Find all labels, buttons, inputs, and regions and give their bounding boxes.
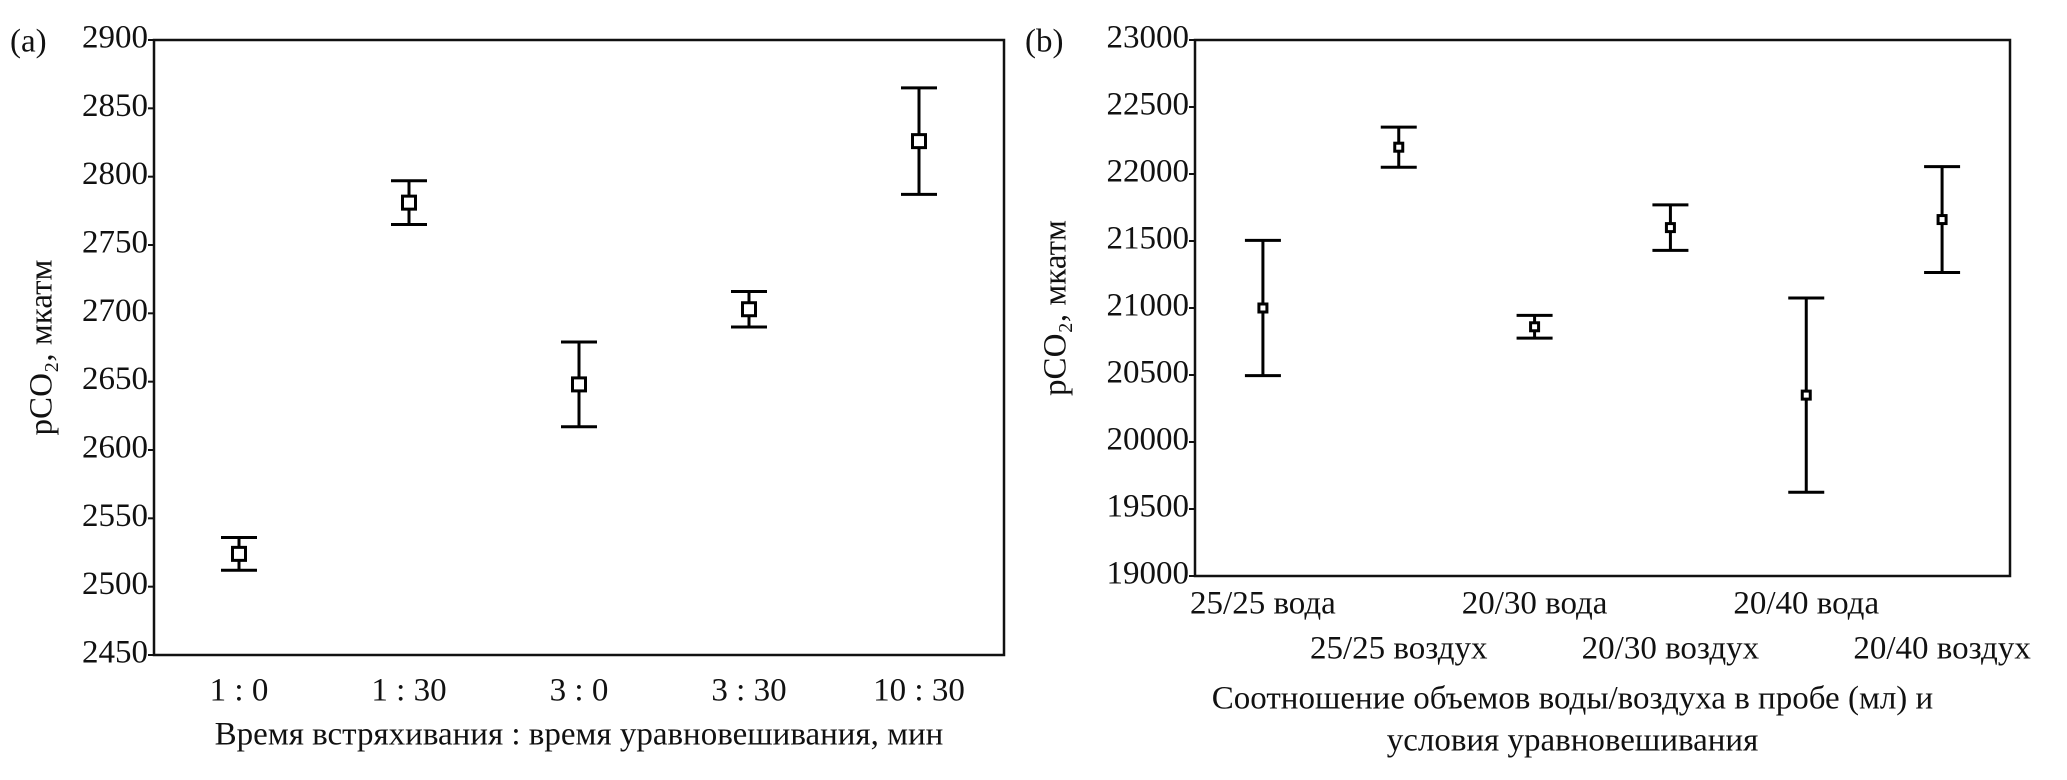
x-tick-label: 20/40 вода bbox=[1733, 586, 1879, 622]
point-marker bbox=[571, 376, 587, 393]
y-tick-label: 19500 bbox=[1107, 489, 1190, 525]
point-marker bbox=[1936, 214, 1948, 226]
x-tick-label: 20/30 воздух bbox=[1582, 631, 1760, 667]
x-tick-label: 20/40 воздух bbox=[1853, 631, 2031, 667]
y-tick-label: 2750 bbox=[82, 225, 148, 261]
panel-label: (b) bbox=[1025, 24, 1063, 60]
x-axis-label: Соотношение объемов воды/воздуха в пробе… bbox=[1212, 681, 1933, 717]
panel-label: (a) bbox=[10, 24, 47, 60]
point-marker bbox=[401, 194, 417, 211]
x-tick-label: 1 : 30 bbox=[371, 673, 446, 709]
plot-frame bbox=[152, 38, 1006, 657]
y-tick-label: 2900 bbox=[82, 20, 148, 56]
x-tick-label: 25/25 воздух bbox=[1310, 631, 1488, 667]
x-axis-label: условия уравновешивания bbox=[1387, 723, 1759, 759]
point-marker bbox=[1393, 141, 1405, 153]
y-tick-label: 2500 bbox=[82, 566, 148, 602]
y-tick-label: 2600 bbox=[82, 430, 148, 466]
y-tick-label: 22000 bbox=[1107, 154, 1190, 190]
x-axis-label: Время встряхивания : время уравновешиван… bbox=[215, 717, 944, 753]
y-tick-label: 2850 bbox=[82, 88, 148, 124]
y-axis-label: pCO₂, мкатм bbox=[24, 259, 60, 435]
y-tick-label: 2700 bbox=[82, 293, 148, 329]
x-tick-label: 3 : 30 bbox=[711, 673, 786, 709]
y-tick-label: 2800 bbox=[82, 156, 148, 192]
y-tick-label: 23000 bbox=[1107, 20, 1190, 56]
point-marker bbox=[1800, 389, 1812, 401]
point-marker bbox=[231, 545, 247, 562]
x-tick-label: 25/25 вода bbox=[1190, 586, 1336, 622]
x-tick-label: 1 : 0 bbox=[210, 673, 269, 709]
y-tick-label: 22500 bbox=[1107, 87, 1190, 123]
x-tick-label: 3 : 0 bbox=[550, 673, 609, 709]
y-tick-label: 2450 bbox=[82, 635, 148, 671]
y-tick-label: 21000 bbox=[1107, 288, 1190, 324]
y-tick-label: 2550 bbox=[82, 498, 148, 534]
y-tick-label: 20500 bbox=[1107, 355, 1190, 391]
y-tick-label: 19000 bbox=[1107, 556, 1190, 592]
y-axis-label: pCO₂, мкатм bbox=[1038, 220, 1074, 396]
y-tick-label: 20000 bbox=[1107, 422, 1190, 458]
x-tick-label: 20/30 вода bbox=[1462, 586, 1608, 622]
point-marker bbox=[741, 301, 757, 318]
point-marker bbox=[1664, 222, 1676, 234]
point-marker bbox=[911, 133, 927, 150]
plot-frame bbox=[1193, 38, 2012, 578]
point-marker bbox=[1529, 321, 1541, 333]
x-tick-label: 10 : 30 bbox=[873, 673, 965, 709]
y-tick-label: 21500 bbox=[1107, 221, 1190, 257]
point-marker bbox=[1257, 302, 1269, 314]
y-tick-label: 2650 bbox=[82, 361, 148, 397]
